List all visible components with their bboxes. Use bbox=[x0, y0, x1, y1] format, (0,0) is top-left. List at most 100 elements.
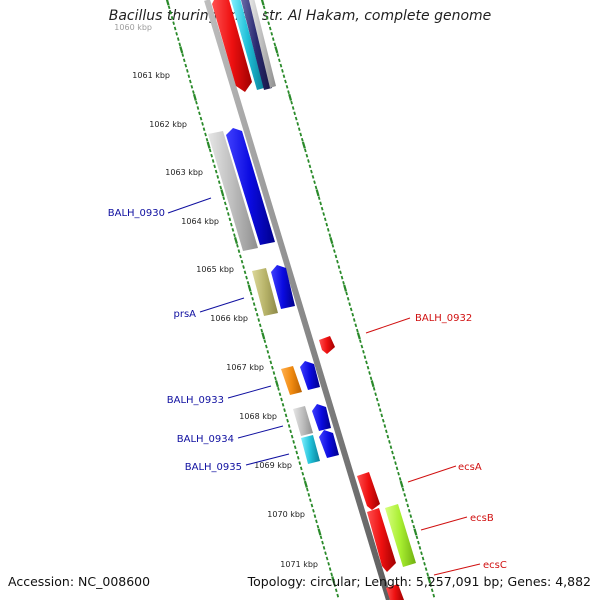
gene-label[interactable]: ecsB bbox=[470, 513, 494, 524]
genome-backbone bbox=[204, 0, 392, 600]
scale-tick bbox=[356, 328, 359, 333]
scale-tick bbox=[287, 424, 291, 428]
gene-label[interactable]: prsA bbox=[173, 309, 196, 320]
scale-tick bbox=[243, 270, 247, 275]
label-leaders bbox=[167, 197, 481, 576]
gene-feature-grey[interactable] bbox=[249, 0, 276, 88]
gene-feature-cyan[interactable] bbox=[231, 0, 264, 90]
gene-label[interactable]: ecsC bbox=[483, 560, 507, 571]
scale-tick bbox=[181, 53, 185, 57]
scale-tick bbox=[322, 212, 326, 216]
scale-tick bbox=[412, 524, 416, 529]
gene-feature-orange[interactable] bbox=[281, 366, 302, 395]
scale-tick bbox=[296, 122, 300, 126]
scale-tick bbox=[313, 514, 317, 518]
gene-feature-navy[interactable] bbox=[241, 0, 272, 90]
scale-tick bbox=[389, 445, 393, 450]
gene-feature-blue[interactable] bbox=[312, 404, 331, 431]
scale-tick bbox=[249, 291, 253, 296]
scale-tick bbox=[310, 503, 314, 508]
scale-tick bbox=[368, 371, 371, 375]
kbp-tick-label: 1069 kbp bbox=[254, 461, 292, 470]
gene-label[interactable]: BALH_0934 bbox=[177, 434, 234, 445]
gene-feature-red[interactable] bbox=[357, 472, 380, 510]
scale-tick bbox=[262, 5, 266, 10]
scale-tick bbox=[401, 487, 405, 492]
gene-feature-grey[interactable] bbox=[208, 131, 258, 251]
gene-feature-red[interactable] bbox=[386, 584, 404, 600]
scale-tick bbox=[336, 593, 340, 598]
gene-feature-blue[interactable] bbox=[319, 430, 339, 458]
track-guides bbox=[165, 0, 436, 598]
scale-tick bbox=[214, 169, 218, 174]
gene-label[interactable]: BALH_0933 bbox=[167, 395, 224, 406]
gene-label[interactable]: BALH_0930 bbox=[108, 208, 165, 219]
scale-tick bbox=[225, 206, 229, 211]
scale-tick bbox=[210, 153, 213, 158]
scale-tick bbox=[173, 26, 177, 31]
gene-feature-red[interactable] bbox=[212, 0, 252, 92]
scale-tick bbox=[169, 10, 172, 15]
scale-tick bbox=[362, 349, 365, 354]
gene-feature-red[interactable] bbox=[367, 508, 396, 572]
scale-tick bbox=[252, 302, 256, 306]
gene-feature-blue[interactable] bbox=[300, 361, 320, 390]
scale-tick bbox=[271, 37, 275, 41]
gene-label[interactable]: BALH_0932 bbox=[415, 313, 472, 324]
scale-tick bbox=[267, 21, 271, 26]
scale-tick bbox=[413, 528, 418, 536]
gene-label[interactable]: ecsA bbox=[458, 462, 482, 473]
gene-feature-olive[interactable] bbox=[252, 268, 278, 316]
gene-feature-blue[interactable] bbox=[226, 128, 275, 245]
scale-tick bbox=[320, 206, 324, 211]
accession-value: NC_008600 bbox=[78, 574, 151, 589]
scale-tick bbox=[283, 408, 286, 412]
scale-tick bbox=[319, 535, 323, 540]
gene-label[interactable]: BALH_0935 bbox=[185, 462, 242, 473]
scale-tick bbox=[315, 519, 318, 524]
scale-tick bbox=[300, 137, 304, 142]
scale-tick bbox=[277, 387, 280, 391]
scale-tick bbox=[182, 58, 186, 63]
scale-tick bbox=[242, 265, 245, 269]
scale-tick bbox=[340, 275, 344, 280]
scale-tick bbox=[301, 471, 305, 476]
scale-tick bbox=[342, 281, 345, 285]
scale-tick bbox=[339, 270, 342, 275]
scale-tick bbox=[178, 42, 182, 47]
scale-tick bbox=[366, 365, 370, 370]
gene-feature-blue[interactable] bbox=[271, 265, 295, 309]
scale-tick bbox=[294, 116, 298, 121]
scale-tick bbox=[407, 508, 411, 513]
scale-tick bbox=[315, 189, 320, 197]
scale-tick bbox=[403, 493, 407, 497]
scale-tick bbox=[266, 349, 270, 354]
accession-label: Accession: bbox=[8, 574, 75, 589]
scale-tick bbox=[356, 332, 361, 340]
scale-tick bbox=[311, 175, 315, 179]
scale-tick bbox=[258, 323, 262, 328]
scale-tick bbox=[240, 259, 244, 264]
scale-tick bbox=[345, 291, 348, 296]
scale-tick bbox=[406, 503, 410, 508]
gene-feature-red[interactable] bbox=[319, 336, 335, 354]
kbp-tick-label: 1063 kbp bbox=[165, 168, 203, 177]
gene-feature-lime[interactable] bbox=[385, 504, 416, 567]
scale-tick bbox=[429, 583, 432, 587]
scale-tick bbox=[313, 180, 316, 185]
scale-tick bbox=[233, 233, 236, 238]
scale-tick bbox=[280, 397, 283, 402]
scale-tick bbox=[386, 434, 390, 439]
gene-feature-grey[interactable] bbox=[293, 406, 313, 436]
scale-tick bbox=[306, 487, 309, 492]
scale-tick bbox=[213, 164, 216, 169]
scale-tick bbox=[206, 141, 211, 149]
gene-feature-cyan[interactable] bbox=[301, 435, 320, 464]
scale-tick bbox=[217, 180, 221, 185]
scale-tick bbox=[273, 42, 277, 47]
scale-tick bbox=[424, 567, 428, 571]
gene-features bbox=[208, 0, 416, 600]
scale-tick bbox=[322, 546, 326, 550]
scale-tick bbox=[237, 249, 241, 253]
